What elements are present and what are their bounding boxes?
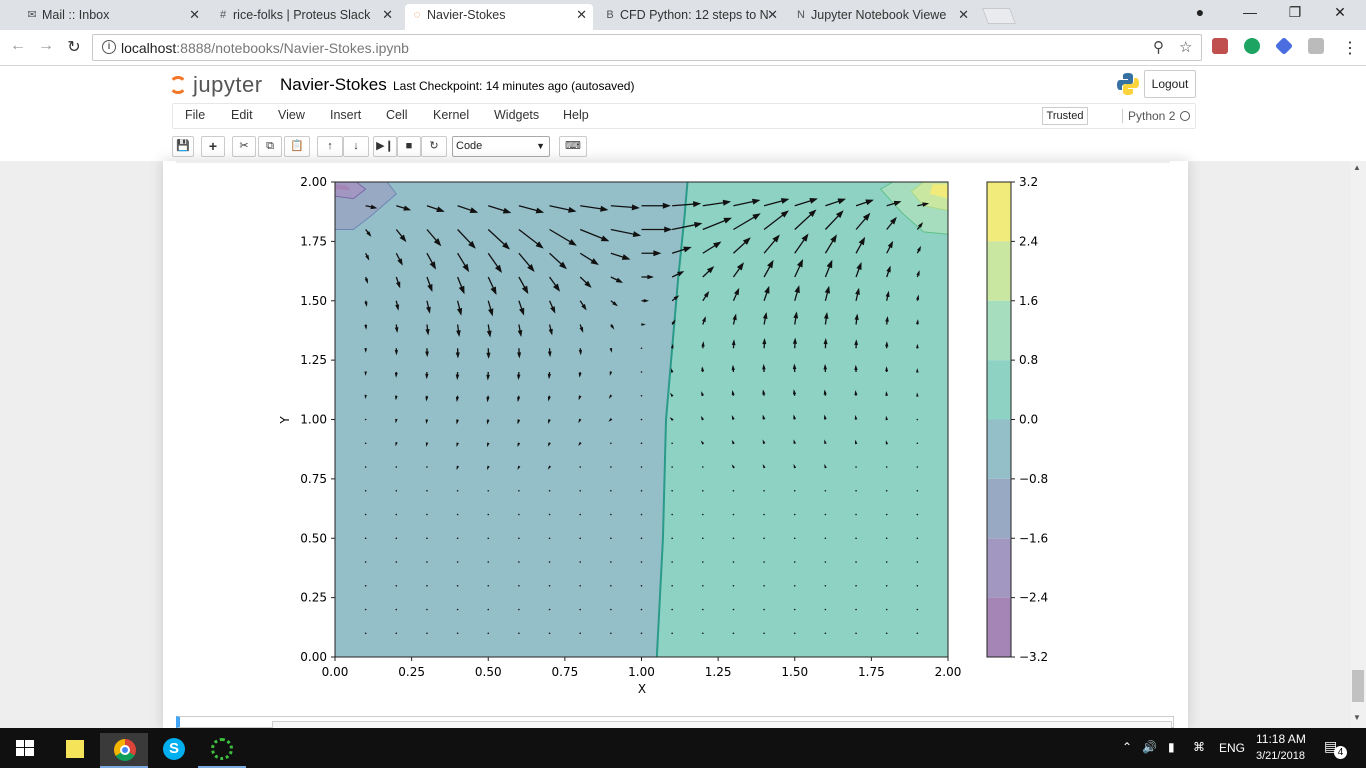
restart-kernel-icon[interactable]: ↻ xyxy=(421,136,447,157)
logout-button[interactable]: Logout xyxy=(1144,70,1196,98)
menu-help[interactable]: Help xyxy=(563,108,589,122)
menu-view[interactable]: View xyxy=(278,108,305,122)
menu-kernel[interactable]: Kernel xyxy=(433,108,470,122)
browser-tab-bar xyxy=(0,0,1366,30)
mail-icon: ✉ xyxy=(27,9,37,21)
next-code-cell[interactable] xyxy=(176,716,1174,731)
close-tab-icon[interactable]: ✕ xyxy=(958,7,969,22)
volume-icon[interactable]: 🔊 xyxy=(1142,740,1157,754)
notebook-menubar xyxy=(172,103,1196,129)
menu-file[interactable]: File xyxy=(185,108,206,122)
kernel-name: Python 2 xyxy=(1122,109,1175,123)
forward-icon[interactable]: → xyxy=(38,37,54,54)
notebook-toolbar: 💾 + ✂ ⧉ 📋 ↑ ↓ ▶❙ ■ ↻ ⌨ xyxy=(0,133,1366,161)
tab-title: CFD Python: 12 steps to N xyxy=(620,8,769,22)
language-indicator[interactable]: ENG xyxy=(1219,741,1246,755)
jupyter-logo-text: jupyter xyxy=(193,72,263,97)
menu-edit[interactable]: Edit xyxy=(231,108,253,122)
pdf-extension-icon[interactable] xyxy=(1212,38,1228,54)
tab-title: Navier-Stokes xyxy=(427,8,506,22)
slack-icon: # xyxy=(219,9,227,21)
profile-icon[interactable]: ● xyxy=(1195,4,1205,20)
url-path: :8888/notebooks/Navier-Stokes.ipynb xyxy=(176,40,409,56)
info-icon[interactable]: i xyxy=(102,40,116,54)
menu-insert[interactable]: Insert xyxy=(330,108,362,122)
tab-title: rice-folks | Proteus Slack xyxy=(233,8,371,22)
cell-type-select[interactable]: Code ▼ xyxy=(452,136,550,157)
minimize-button[interactable]: — xyxy=(1243,4,1257,20)
close-tab-icon[interactable]: ✕ xyxy=(382,7,393,22)
kernel-status-icon xyxy=(1180,111,1190,121)
url-host: localhost xyxy=(121,40,177,56)
trusted-badge[interactable]: Trusted xyxy=(1042,107,1088,125)
scroll-up-icon[interactable]: ▲ xyxy=(1353,163,1361,172)
close-tab-icon[interactable]: ✕ xyxy=(576,7,587,22)
command-palette-icon[interactable]: ⌨ xyxy=(559,136,587,157)
drive-extension-icon[interactable] xyxy=(1308,38,1324,54)
browser-tab[interactable]: B CFD Python: 12 steps to N ✕ xyxy=(598,4,784,30)
notebook-page[interactable] xyxy=(163,161,1188,728)
jupyter-logo[interactable]: jupyter xyxy=(169,72,263,98)
notifications-count: 4 xyxy=(1334,746,1347,759)
jupyter-icon: ◌ xyxy=(413,9,421,21)
run-cell-icon[interactable]: ▶❙ xyxy=(373,136,397,157)
browser-tab[interactable]: # rice-folks | Proteus Slack ✕ xyxy=(211,4,399,30)
cut-icon[interactable]: ✂ xyxy=(232,136,256,157)
notifications-icon[interactable]: ▤ xyxy=(1324,738,1338,754)
bookmark-star-icon[interactable]: ☆ xyxy=(1179,39,1193,56)
menu-cell[interactable]: Cell xyxy=(386,108,408,122)
cell-type-value: Code xyxy=(456,140,483,152)
browser-tab[interactable]: ◌ Navier-Stokes ✕ xyxy=(405,4,593,30)
scroll-down-icon[interactable]: ▼ xyxy=(1353,713,1361,722)
save-icon[interactable]: 💾 xyxy=(172,136,194,157)
chrome-menu-icon[interactable]: ⋮ xyxy=(1342,40,1358,57)
notebook-name[interactable]: Navier-Stokes xyxy=(280,75,387,94)
insert-cell-icon[interactable]: + xyxy=(201,136,225,157)
interrupt-kernel-icon[interactable]: ■ xyxy=(397,136,421,157)
battery-icon[interactable]: ▮ xyxy=(1168,740,1175,754)
windows-start-icon[interactable] xyxy=(16,740,34,756)
clock-time[interactable]: 11:18 AM xyxy=(1256,732,1306,746)
paste-icon[interactable]: 📋 xyxy=(284,136,310,157)
scrollbar-thumb[interactable] xyxy=(1352,670,1364,702)
reload-icon[interactable]: ↻ xyxy=(67,39,81,56)
copy-icon[interactable]: ⧉ xyxy=(258,136,282,157)
tray-chevron-icon[interactable]: ⌃ xyxy=(1122,740,1133,754)
checkpoint-status: Last Checkpoint: 14 minutes ago (autosav… xyxy=(393,79,635,93)
wifi-icon[interactable]: ⌘ xyxy=(1193,740,1205,754)
address-bar-row: ← → ↻ i localhost:8888/notebooks/Navier-… xyxy=(0,30,1366,66)
move-up-icon[interactable]: ↑ xyxy=(317,136,343,157)
tab-title: Jupyter Notebook Viewe xyxy=(811,8,947,22)
evernote-extension-icon[interactable] xyxy=(1244,38,1260,54)
lb-icon: B xyxy=(606,9,614,21)
url-input[interactable]: i localhost:8888/notebooks/Navier-Stokes… xyxy=(92,34,1202,61)
close-tab-icon[interactable]: ✕ xyxy=(767,7,778,22)
move-down-icon[interactable]: ↓ xyxy=(343,136,369,157)
sticky-notes-icon[interactable] xyxy=(50,733,98,768)
new-tab-button[interactable] xyxy=(982,8,1016,24)
chevron-down-icon: ▼ xyxy=(536,141,545,151)
skype-icon[interactable]: S xyxy=(150,733,198,768)
browser-tab[interactable]: ✉ Mail :: Inbox ✕ xyxy=(20,4,206,30)
browser-tab[interactable]: N Jupyter Notebook Viewe ✕ xyxy=(789,4,975,30)
python-logo-icon xyxy=(1117,73,1139,95)
clock-date[interactable]: 3/21/2018 xyxy=(1256,750,1305,762)
back-icon[interactable]: ← xyxy=(10,37,26,54)
scrollbar[interactable] xyxy=(1351,161,1366,728)
chrome-taskbar-icon[interactable] xyxy=(100,733,148,768)
nbviewer-icon: N xyxy=(797,9,805,21)
menu-widgets[interactable]: Widgets xyxy=(494,108,540,122)
close-window-button[interactable]: ✕ xyxy=(1334,4,1346,20)
tab-title: Mail :: Inbox xyxy=(42,8,110,22)
restore-button[interactable]: ❐ xyxy=(1288,4,1302,20)
app-spinner-icon[interactable] xyxy=(198,733,246,768)
zoom-icon[interactable]: ⚲ xyxy=(1153,39,1164,56)
close-tab-icon[interactable]: ✕ xyxy=(189,7,200,22)
jupyter-logo-icon xyxy=(169,76,187,94)
